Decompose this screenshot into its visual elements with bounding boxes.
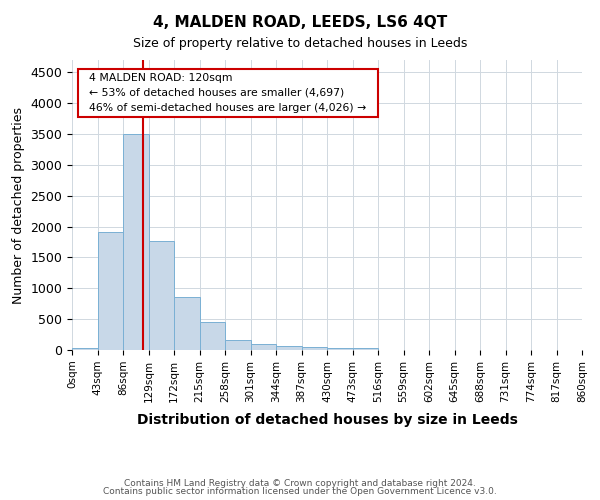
Bar	[276, 346, 302, 350]
Bar	[251, 344, 276, 350]
Bar	[199, 322, 225, 350]
Text: Size of property relative to detached houses in Leeds: Size of property relative to detached ho…	[133, 38, 467, 51]
Bar	[97, 232, 123, 350]
Text: Contains HM Land Registry data © Crown copyright and database right 2024.: Contains HM Land Registry data © Crown c…	[124, 478, 476, 488]
X-axis label: Distribution of detached houses by size in Leeds: Distribution of detached houses by size …	[137, 413, 517, 427]
Bar	[174, 297, 199, 350]
Text: Contains public sector information licensed under the Open Government Licence v3: Contains public sector information licen…	[103, 487, 497, 496]
Bar	[353, 348, 378, 350]
Bar	[302, 347, 327, 350]
Text: 4 MALDEN ROAD: 120sqm  
  ← 53% of detached houses are smaller (4,697)  
  46% o: 4 MALDEN ROAD: 120sqm ← 53% of detached …	[82, 73, 373, 112]
Bar	[123, 134, 149, 350]
Bar	[72, 348, 97, 350]
Bar	[225, 340, 251, 350]
Text: 4, MALDEN ROAD, LEEDS, LS6 4QT: 4, MALDEN ROAD, LEEDS, LS6 4QT	[153, 15, 447, 30]
Bar	[149, 242, 174, 350]
Bar	[327, 348, 353, 350]
Y-axis label: Number of detached properties: Number of detached properties	[12, 106, 25, 304]
